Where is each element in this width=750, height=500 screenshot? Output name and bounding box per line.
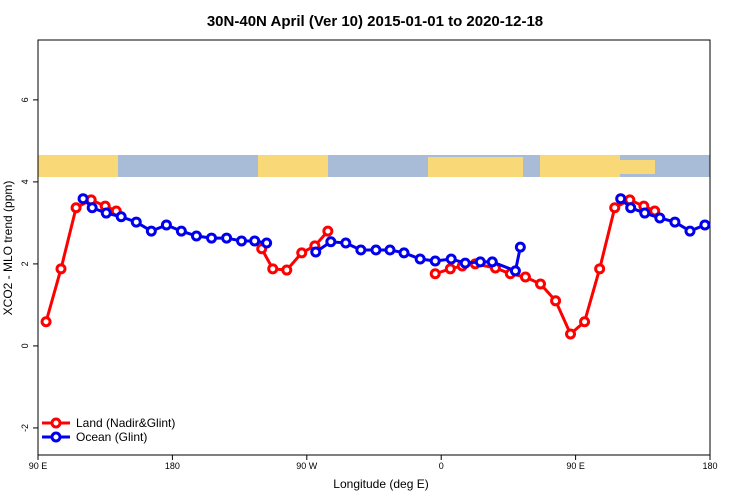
y-tick-label: 0	[20, 343, 30, 348]
plot-frame	[37, 39, 711, 456]
point	[86, 202, 98, 214]
point	[550, 295, 562, 307]
y-tick-label: 4	[20, 179, 30, 184]
point	[609, 202, 621, 214]
point	[519, 271, 531, 283]
x-tick-label: 180	[702, 461, 717, 471]
point	[625, 202, 637, 214]
point	[565, 328, 577, 340]
point	[384, 244, 396, 256]
point	[429, 268, 441, 280]
x-tick-label: 180	[165, 461, 180, 471]
point	[514, 241, 526, 253]
point	[325, 236, 337, 248]
legend-label: Land (Nadir&Glint)	[76, 416, 175, 430]
point	[579, 316, 591, 328]
y-tick-label: 6	[20, 97, 30, 102]
point	[296, 247, 308, 259]
point	[429, 255, 441, 267]
point	[684, 225, 696, 237]
point	[398, 247, 410, 259]
point	[190, 230, 202, 242]
point	[459, 257, 471, 269]
x-axis-label: Longitude (deg E)	[333, 477, 428, 491]
point	[370, 244, 382, 256]
y-axis-label: XCO2 - MLO trend (ppm)	[1, 181, 15, 316]
point	[535, 278, 547, 290]
point	[322, 225, 334, 237]
legend-marker	[50, 417, 62, 429]
x-tick-label: 90 E	[29, 461, 48, 471]
point	[310, 246, 322, 258]
point	[699, 219, 711, 231]
point	[221, 232, 233, 244]
chart-title: 30N-40N April (Ver 10) 2015-01-01 to 202…	[207, 13, 543, 30]
y-tick-label: 2	[20, 261, 30, 266]
point	[206, 232, 218, 244]
x-tick-label: 0	[439, 461, 444, 471]
point	[115, 211, 127, 223]
point	[77, 193, 89, 205]
point	[55, 263, 67, 275]
point	[355, 244, 367, 256]
x-tick-label: 90 E	[566, 461, 585, 471]
point	[340, 237, 352, 249]
legend-marker	[50, 431, 62, 443]
point	[444, 263, 456, 275]
legend-label: Ocean (Glint)	[76, 430, 147, 444]
point	[509, 265, 521, 277]
point	[445, 253, 457, 265]
point	[639, 207, 651, 219]
point	[267, 263, 279, 275]
point	[261, 237, 273, 249]
point	[414, 253, 426, 265]
point	[130, 216, 142, 228]
point	[615, 193, 627, 205]
point	[160, 219, 172, 231]
point	[486, 256, 498, 268]
point	[40, 316, 52, 328]
point	[249, 235, 261, 247]
point	[669, 216, 681, 228]
x-tick-label: 90 W	[296, 461, 318, 471]
point	[474, 256, 486, 268]
point	[100, 207, 112, 219]
point	[175, 225, 187, 237]
point	[594, 263, 606, 275]
map-strip	[38, 155, 710, 177]
y-tick-label: -2	[20, 424, 30, 432]
point	[70, 202, 82, 214]
point	[654, 212, 666, 224]
point	[145, 225, 157, 237]
point	[236, 235, 248, 247]
point	[281, 264, 293, 276]
